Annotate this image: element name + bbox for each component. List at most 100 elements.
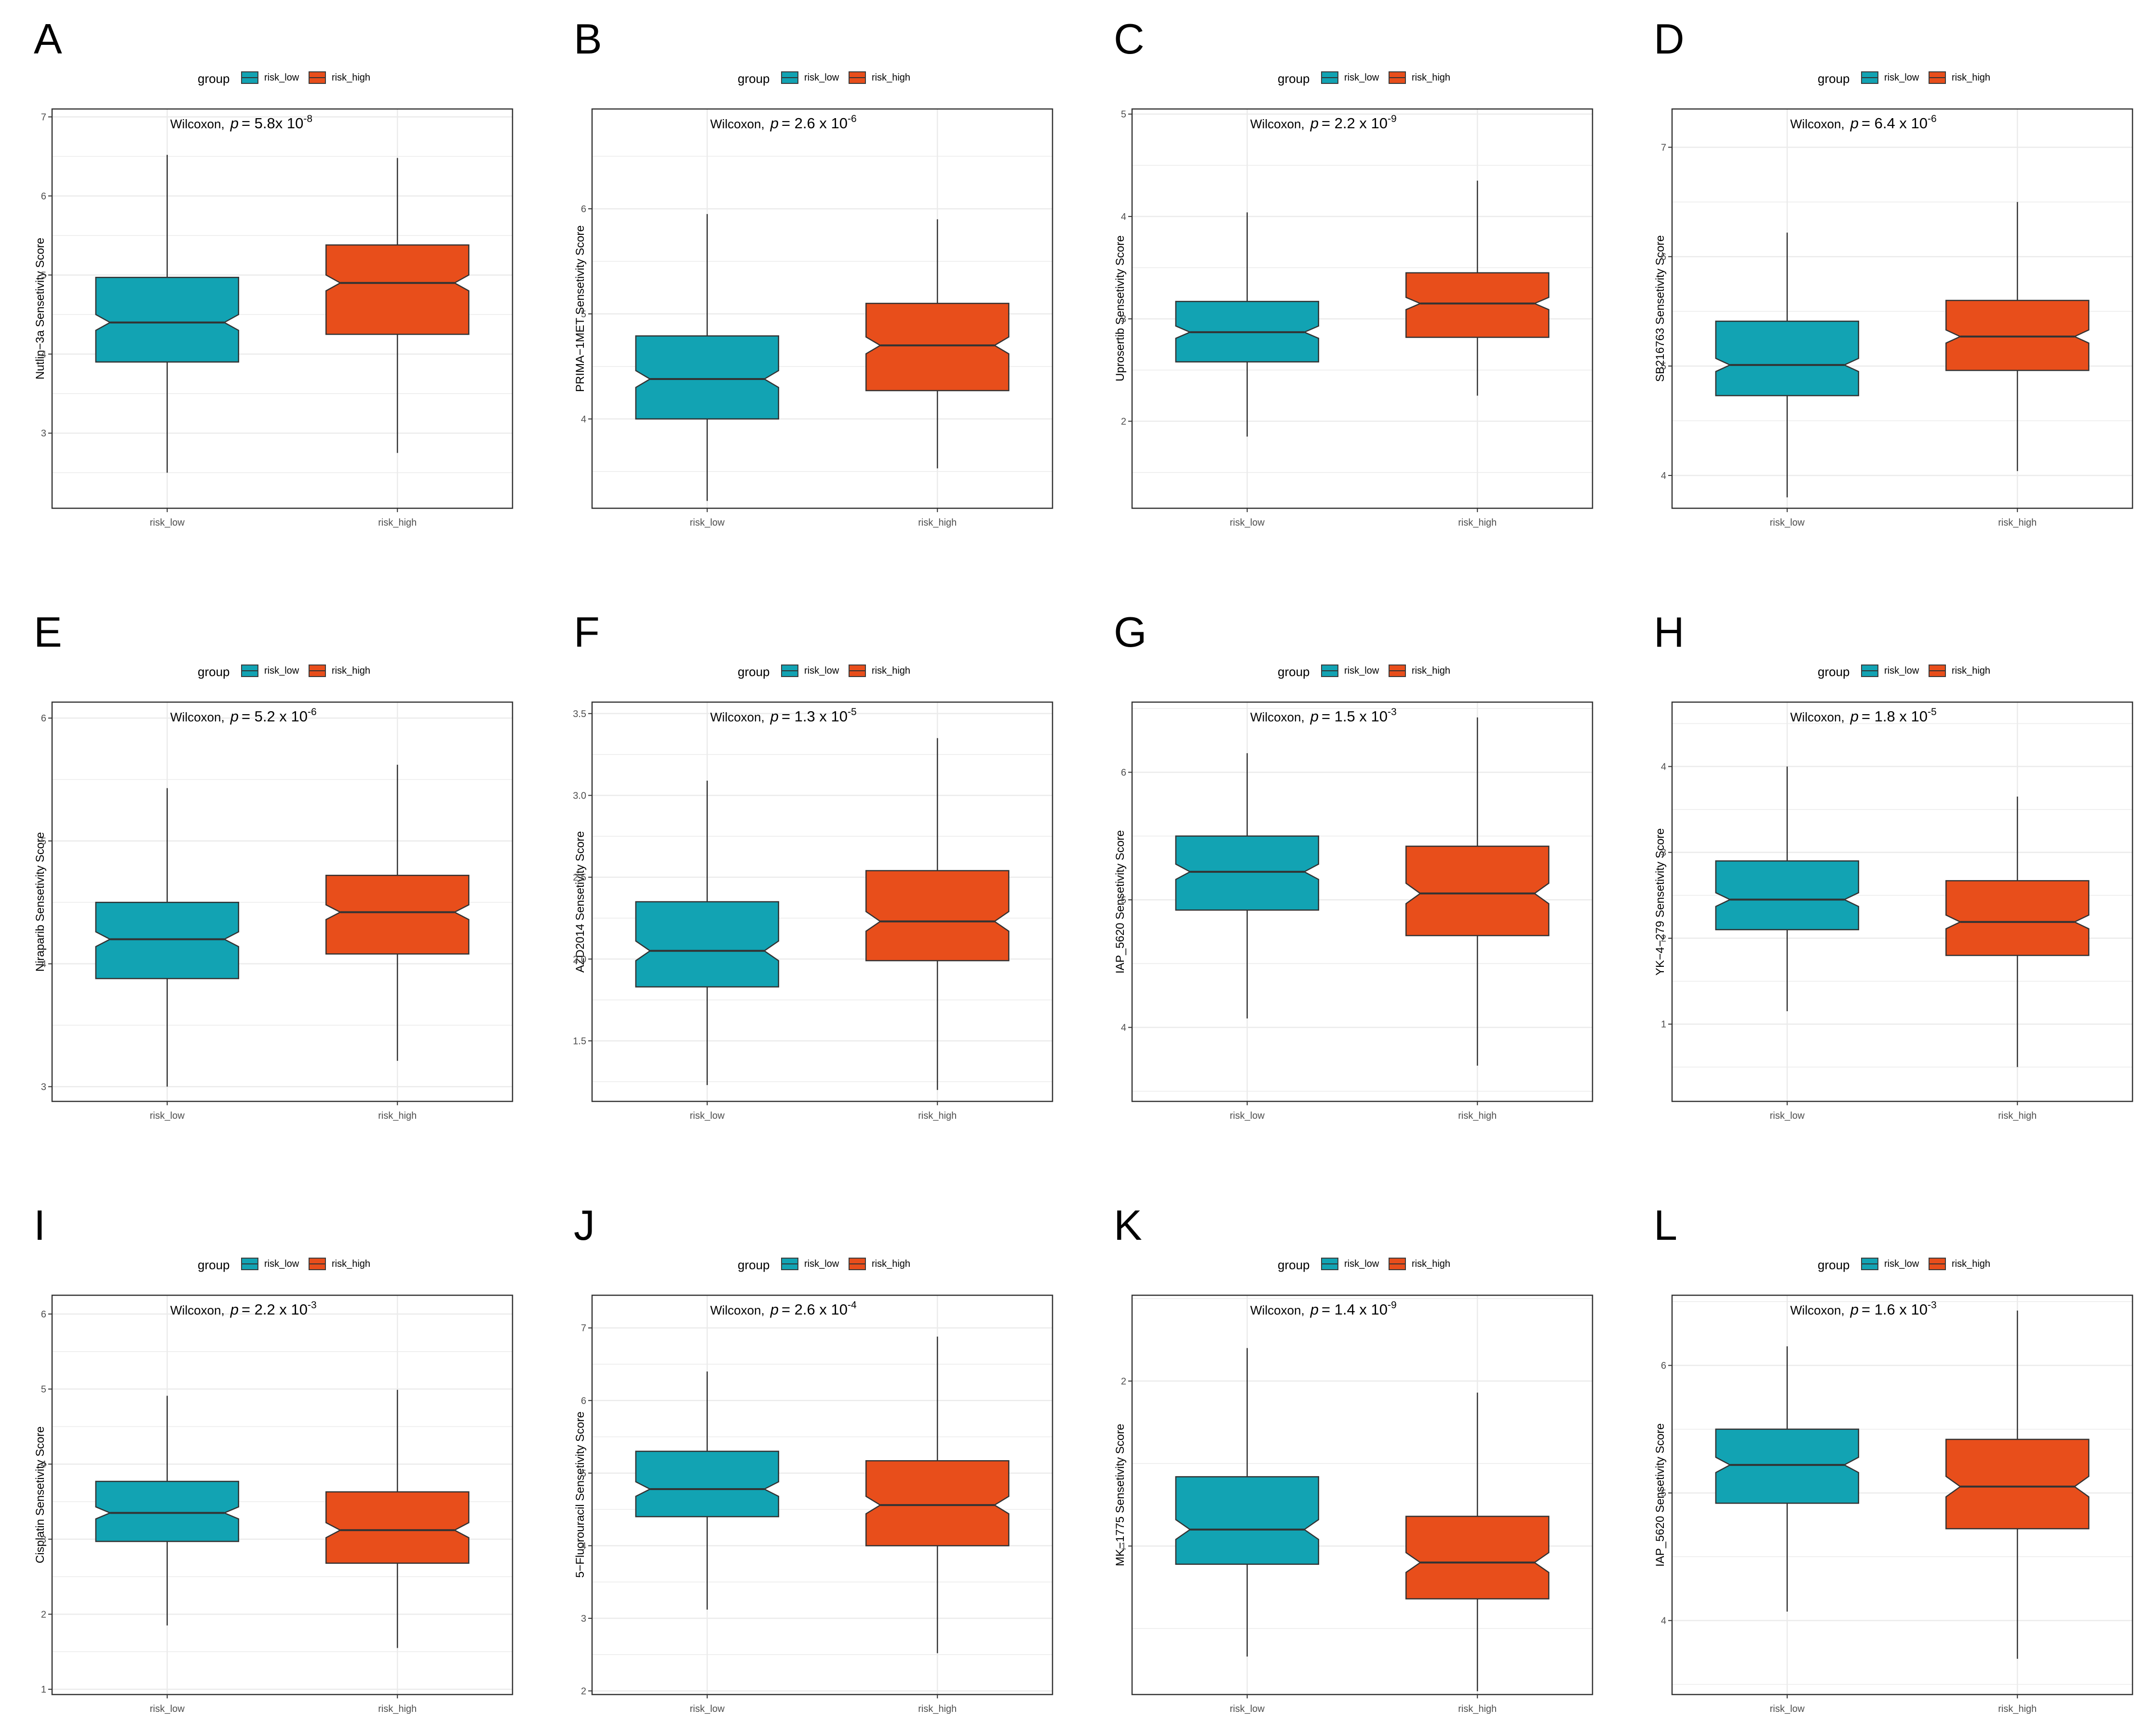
legend-label-risk-high: risk_high (332, 72, 371, 83)
box-body (1715, 320, 1860, 396)
x-tick-label: risk_low (690, 1111, 725, 1121)
plot-border (1671, 701, 2133, 1102)
box-risk-high (865, 219, 1010, 469)
y-tick-label: 2 (41, 1609, 46, 1620)
legend-label-risk-high: risk_high (1412, 72, 1451, 83)
box-body (635, 335, 780, 420)
wilcoxon-annotation: Wilcoxon, p = 1.6 x 10-3 (1790, 1300, 1937, 1318)
box-risk-low (95, 788, 240, 1087)
y-tick-label: 5 (41, 1384, 46, 1395)
p-mantissa: 2.2 x 10 (1335, 115, 1388, 132)
legend-title: group (198, 71, 230, 86)
legend-label-risk-low: risk_low (1344, 1259, 1379, 1269)
legend-title: group (1278, 1258, 1310, 1272)
legend-key-risk-low (1321, 665, 1338, 677)
legend-label-risk-low: risk_low (804, 72, 839, 83)
y-tick-label: 2 (1121, 1376, 1126, 1387)
p-exponent: -5 (848, 706, 857, 718)
p-mantissa: 1.5 x 10 (1335, 708, 1388, 725)
plot-border (591, 1294, 1053, 1695)
y-tick-label: 4 (581, 414, 586, 425)
x-tick-label: risk_low (1770, 1704, 1805, 1714)
y-tick-label: 6 (1661, 1360, 1666, 1371)
boxplot-svg: 2 3 4 5 risk_low risk_high Wilcoxon, p = 2.2 x 1… (1121, 108, 1593, 528)
legend-label-risk-high: risk_high (332, 665, 371, 676)
box-body (325, 244, 470, 335)
legend-label-risk-low: risk_low (804, 1259, 839, 1269)
legend-key-risk-high (1389, 665, 1406, 677)
box-risk-high (865, 738, 1010, 1090)
box-body (1945, 1438, 2090, 1530)
box-risk-low (1175, 212, 1320, 437)
legend-title: group (1818, 71, 1850, 86)
p-equals: = (242, 708, 255, 725)
legend-label-risk-low: risk_low (264, 72, 299, 83)
y-tick-label: 5 (581, 309, 586, 320)
box-risk-high (1405, 180, 1550, 396)
panel-letter: F (574, 608, 600, 656)
legend-label-risk-high: risk_high (872, 1259, 911, 1269)
p-equals: = (242, 115, 255, 132)
x-tick-label: risk_low (1230, 1111, 1265, 1121)
legend-label-risk-low: risk_low (264, 665, 299, 676)
wilcoxon-annotation: Wilcoxon, p = 2.2 x 10-9 (1250, 113, 1397, 132)
x-tick-label: risk_low (1770, 517, 1805, 528)
p-symbol: p (1310, 708, 1319, 725)
test-name: Wilcoxon, (710, 710, 765, 724)
box-body (95, 1480, 240, 1542)
plot-border (591, 108, 1053, 509)
box-risk-low (1715, 766, 1860, 1012)
box-risk-low (95, 155, 240, 473)
plot-border (1131, 701, 1593, 1102)
box-body (1175, 1476, 1320, 1565)
legend-key-risk-low (241, 1258, 258, 1270)
y-tick-label: 1.5 (573, 1036, 586, 1046)
test-name: Wilcoxon, (1250, 1303, 1305, 1317)
box-risk-high (1405, 717, 1550, 1066)
panel-letter: G (1114, 608, 1147, 656)
panel-letter: E (34, 608, 62, 656)
p-mantissa: 2.6 x 10 (795, 115, 848, 132)
legend-title: group (198, 1258, 230, 1272)
legend-title: group (1278, 71, 1310, 86)
p-equals: = (1322, 708, 1335, 725)
p-mantissa: 1.3 x 10 (795, 708, 848, 725)
wilcoxon-annotation: Wilcoxon, p = 1.8 x 10-5 (1790, 706, 1937, 725)
p-symbol: p (770, 1301, 779, 1318)
x-tick-label: risk_high (918, 517, 957, 528)
p-equals: = (1862, 115, 1875, 132)
p-mantissa: 1.8 x 10 (1875, 708, 1928, 725)
p-equals: = (1862, 708, 1875, 725)
p-equals: = (1322, 1301, 1335, 1318)
panel-letter: H (1654, 608, 1685, 656)
legend-key-risk-low (781, 665, 798, 677)
p-exponent: -9 (1388, 1300, 1397, 1311)
y-tick-label: 3 (1121, 314, 1126, 325)
legend-label-risk-low: risk_low (1884, 665, 1919, 676)
legend-key-risk-low (1861, 71, 1878, 84)
box-body (1405, 1516, 1550, 1600)
legend-title: group (738, 1258, 770, 1272)
wilcoxon-annotation: Wilcoxon, p = 2.6 x 10-6 (710, 113, 857, 132)
box-body (865, 870, 1010, 962)
p-mantissa: 1.6 x 10 (1875, 1301, 1928, 1318)
p-symbol: p (770, 708, 779, 725)
box-body (865, 1460, 1010, 1546)
legend-label-risk-low: risk_low (1884, 72, 1919, 83)
y-tick-label: 5 (41, 836, 46, 847)
y-tick-label: 6 (581, 1396, 586, 1406)
test-name: Wilcoxon, (710, 1303, 765, 1317)
p-equals: = (782, 1301, 795, 1318)
y-tick-label: 1 (1661, 1019, 1666, 1030)
x-tick-label: risk_low (690, 517, 725, 528)
wilcoxon-annotation: Wilcoxon, p = 2.2 x 10-3 (170, 1300, 317, 1318)
p-mantissa: 2.2 x 10 (255, 1301, 308, 1318)
box-body (1945, 880, 2090, 956)
legend-label-risk-high: risk_high (332, 1259, 371, 1269)
legend-label-risk-high: risk_high (872, 72, 911, 83)
wilcoxon-annotation: Wilcoxon, p = 6.4 x 10-6 (1790, 113, 1937, 132)
